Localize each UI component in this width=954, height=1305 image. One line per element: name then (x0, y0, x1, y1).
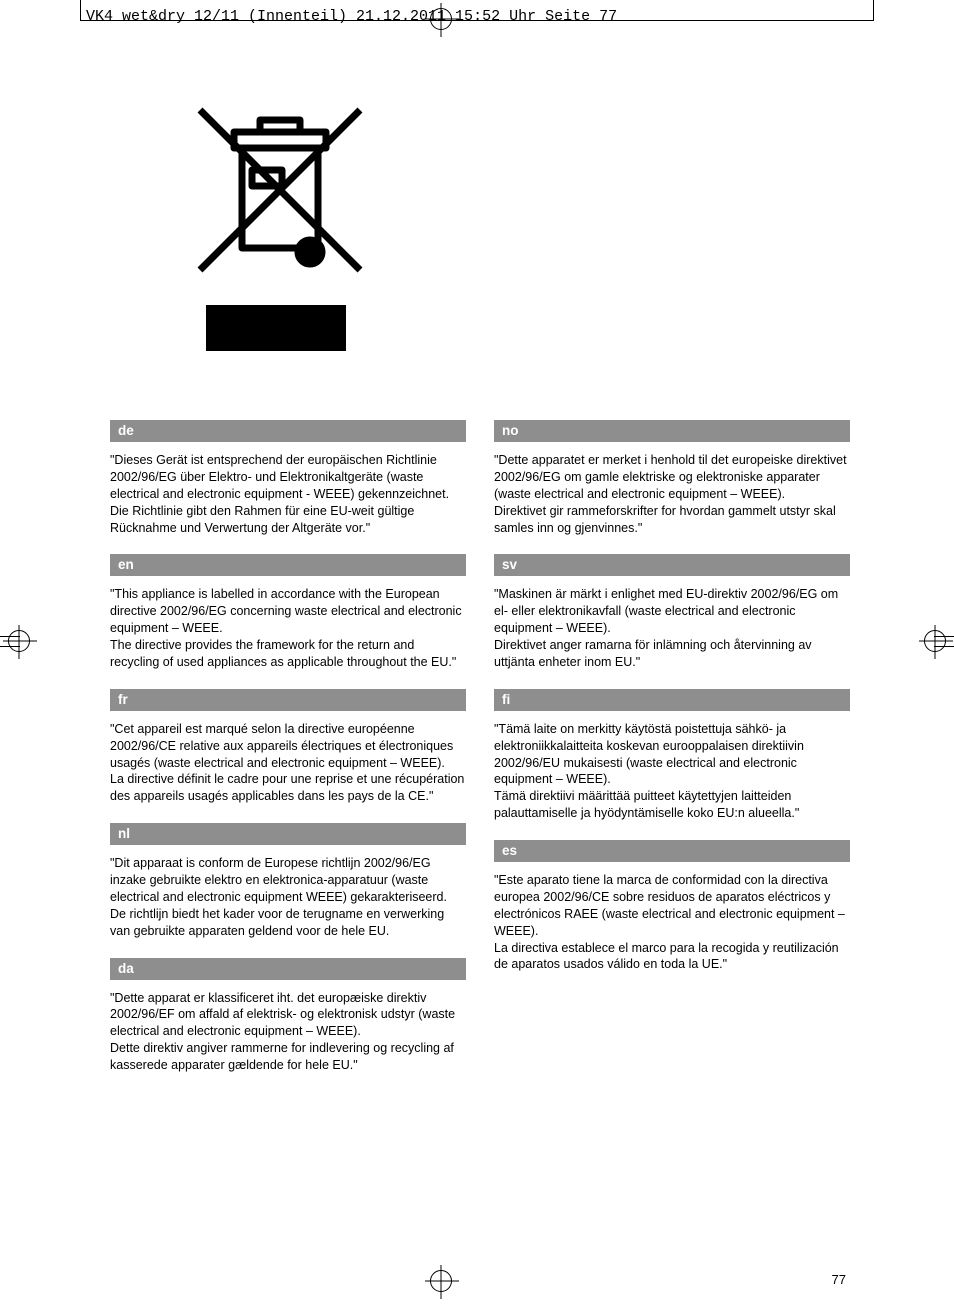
lang-text: "Dit apparaat is conform de Europese ric… (110, 855, 466, 939)
lang-text: "Dieses Gerät ist entsprechend der europ… (110, 452, 466, 536)
lang-block-sv: sv "Maskinen är märkt i enlighet med EU-… (494, 554, 850, 670)
lang-text: "Este aparato tiene la marca de conformi… (494, 872, 850, 973)
lang-text: "Tämä laite on merkitty käytöstä poistet… (494, 721, 850, 822)
lang-text: "Cet appareil est marqué selon la direct… (110, 721, 466, 805)
left-column: de "Dieses Gerät ist entsprechend der eu… (110, 420, 466, 1092)
page-number: 77 (832, 1272, 846, 1287)
lang-header: nl (110, 823, 466, 845)
crop-mark (873, 0, 874, 20)
crop-mark (80, 0, 81, 20)
weee-bar-icon (206, 305, 346, 351)
lang-text: "Dette apparat er klassificeret iht. det… (110, 990, 466, 1074)
lang-block-en: en "This appliance is labelled in accord… (110, 554, 466, 670)
lang-header: da (110, 958, 466, 980)
lang-header: de (110, 420, 466, 442)
lang-text: "This appliance is labelled in accordanc… (110, 586, 466, 670)
lang-header: fr (110, 689, 466, 711)
registration-mark-icon (8, 630, 30, 652)
lang-header: en (110, 554, 466, 576)
lang-header: sv (494, 554, 850, 576)
lang-block-es: es "Este aparato tiene la marca de confo… (494, 840, 850, 973)
print-header: VK4 wet&dry 12/11 (Innenteil) 21.12.2011… (86, 8, 617, 25)
lang-text: "Dette apparatet er merket i henhold til… (494, 452, 850, 536)
lang-block-fr: fr "Cet appareil est marqué selon la dir… (110, 689, 466, 805)
lang-header: es (494, 840, 850, 862)
weee-crossed-bin-icon (180, 90, 380, 290)
registration-mark-icon (924, 630, 946, 652)
lang-header: fi (494, 689, 850, 711)
lang-block-de: de "Dieses Gerät ist entsprechend der eu… (110, 420, 466, 536)
right-column: no "Dette apparatet er merket i henhold … (494, 420, 850, 1092)
lang-block-nl: nl "Dit apparaat is conform de Europese … (110, 823, 466, 939)
lang-header: no (494, 420, 850, 442)
registration-mark-icon (430, 1270, 452, 1292)
lang-text: "Maskinen är märkt i enlighet med EU-dir… (494, 586, 850, 670)
lang-block-no: no "Dette apparatet er merket i henhold … (494, 420, 850, 536)
lang-block-fi: fi "Tämä laite on merkitty käytöstä pois… (494, 689, 850, 822)
lang-block-da: da "Dette apparat er klassificeret iht. … (110, 958, 466, 1074)
